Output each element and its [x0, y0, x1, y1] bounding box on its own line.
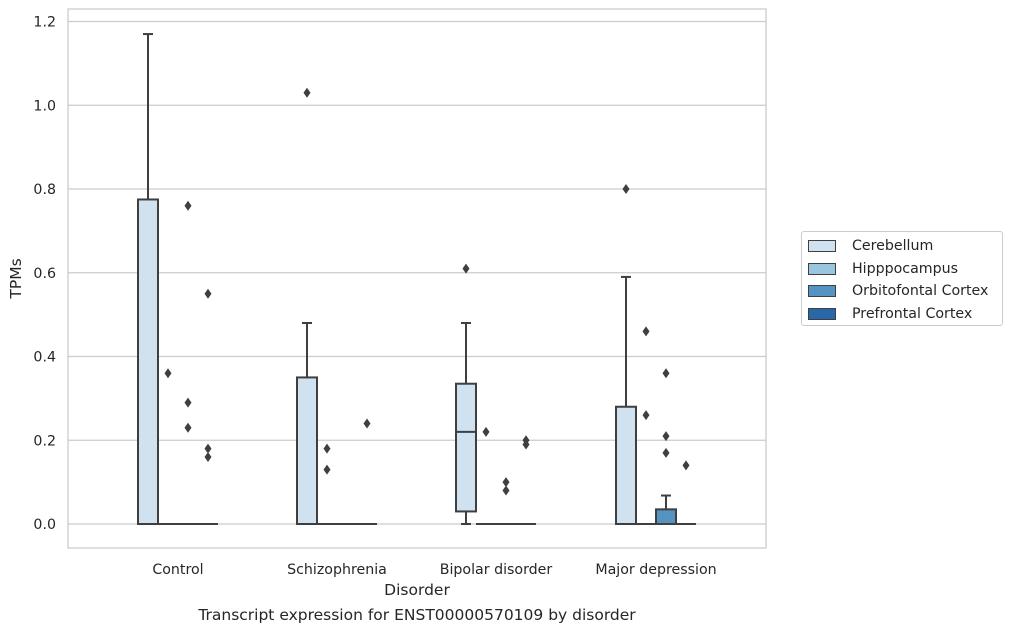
y-tick-label: 0.4 [33, 350, 56, 366]
legend-label: Hipppocampus [852, 260, 959, 277]
y-axis-label: TPMs [7, 258, 25, 299]
outlier-marker [502, 485, 510, 496]
box [137, 33, 159, 525]
box-body [137, 198, 159, 525]
outlier-marker [622, 184, 630, 194]
outlier-marker [323, 443, 331, 454]
y-tick-label: 0.8 [33, 182, 56, 198]
outlier-marker [323, 464, 331, 475]
x-tick-label: Bipolar disorder [440, 562, 553, 578]
outlier-marker [303, 87, 311, 98]
x-tick-label: Major depression [595, 562, 716, 578]
outlier-marker [662, 368, 670, 379]
box-body [296, 376, 318, 525]
legend-swatch [808, 240, 836, 253]
outlier-marker [184, 200, 192, 211]
legend-label: Prefrontal Cortex [852, 306, 973, 323]
legend-swatch [808, 285, 836, 298]
outlier-marker [184, 422, 192, 433]
legend-item: Cerebellum [808, 235, 1002, 258]
outlier-marker [184, 397, 192, 408]
legend-item: Prefrontal Cortex [808, 303, 1002, 326]
legend-swatch [808, 262, 836, 275]
legend: Cerebellum Hipppocampus Orbitofontal Corte… [801, 231, 1003, 326]
outlier-marker [502, 477, 510, 488]
outlier-marker [363, 418, 371, 429]
outlier-marker [662, 447, 670, 458]
outlier-marker [642, 410, 650, 421]
box [296, 322, 318, 525]
x-tick-label: Schizophrenia [287, 562, 387, 578]
y-tick-label: 1.0 [33, 98, 56, 114]
chart-caption: Transcript expression for ENST0000057010… [198, 606, 636, 624]
legend-item: Orbitofontal Cortex [808, 280, 1002, 303]
x-tick-label: Control [152, 562, 203, 578]
box [655, 494, 677, 525]
legend-swatch [808, 308, 836, 321]
outlier-marker [482, 426, 490, 437]
y-tick-label: 0.0 [33, 517, 56, 533]
outlier-marker [204, 443, 212, 454]
outlier-points [164, 87, 690, 496]
legend-label: Cerebellum [852, 238, 934, 255]
box-body [455, 382, 477, 513]
outlier-marker [662, 431, 670, 442]
outlier-marker [204, 288, 212, 299]
box-body [615, 405, 637, 525]
y-axis-ticks: 0.0 0.2 0.4 0.6 0.8 1.0 1.2 [33, 15, 56, 534]
y-tick-label: 1.2 [33, 15, 56, 31]
y-tick-label: 0.2 [33, 433, 56, 449]
legend-item: Hipppocampus [808, 258, 1002, 281]
x-axis-ticks: Control Schizophrenia Bipolar disorder Majo… [152, 562, 716, 578]
outlier-marker [204, 452, 212, 462]
plot-frame [67, 8, 767, 549]
outlier-marker [164, 368, 172, 379]
outlier-marker [642, 326, 650, 337]
outlier-marker [522, 439, 530, 450]
plot-area-background [68, 9, 766, 548]
outlier-marker [682, 460, 690, 471]
box-series [137, 33, 696, 525]
legend-label: Orbitofontal Cortex [852, 283, 989, 300]
box [615, 275, 637, 525]
box-body [655, 508, 677, 525]
outlier-marker [462, 263, 470, 274]
box [455, 322, 477, 525]
y-tick-label: 0.6 [33, 266, 56, 282]
x-axis-label: Disorder [384, 581, 450, 599]
